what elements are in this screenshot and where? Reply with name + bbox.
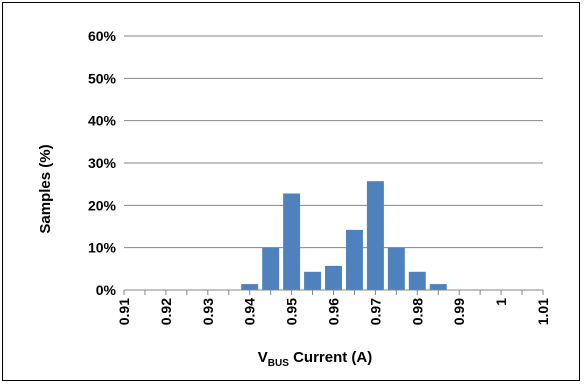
x-tick-label: 0.95	[284, 298, 300, 325]
histogram-bar	[325, 265, 342, 290]
y-tick-labels: 0% 10% 20% 30% 40% 50% 60%	[88, 28, 117, 298]
histogram-bar	[387, 247, 405, 290]
histogram-bar	[283, 193, 301, 290]
bars	[241, 181, 447, 290]
x-tick-label: 0.99	[451, 298, 467, 325]
histogram-bar	[345, 229, 363, 290]
x-tick-label: 0.91	[116, 298, 132, 325]
axes	[123, 289, 544, 295]
x-tick-label: 0.98	[409, 298, 425, 325]
gridlines	[124, 35, 543, 249]
histogram-bar	[429, 284, 447, 290]
histogram-bar	[241, 284, 259, 290]
y-tick-label: 10%	[88, 240, 117, 256]
x-tick-label: 0.94	[242, 298, 258, 325]
y-tick-label: 50%	[88, 70, 117, 86]
chart-frame	[2, 2, 580, 381]
histogram-bar	[304, 271, 322, 290]
histogram-bar	[366, 181, 384, 290]
x-tick-labels: 0.91 0.92 0.93 0.94 0.95 0.96 0.97 0.98 0.99 1 1.0…	[116, 298, 551, 325]
y-tick-label: 60%	[88, 28, 117, 44]
x-axis-title-rest: Current (A)	[289, 349, 372, 366]
x-axis-title-subscript: BUS	[268, 358, 289, 369]
x-tick-label: 0.96	[326, 298, 342, 325]
x-axis-title-main: V	[258, 349, 268, 366]
histogram-bar	[262, 247, 280, 290]
x-tick-label: 0.97	[367, 298, 383, 325]
x-tick-label: 0.93	[200, 298, 216, 325]
y-tick-label: 40%	[88, 113, 117, 129]
histogram-bar	[408, 271, 426, 290]
y-tick-label: 30%	[88, 155, 117, 171]
y-tick-label: 0%	[96, 282, 117, 298]
x-tick-label: 1	[493, 298, 509, 306]
y-axis-title: Samples (%)	[37, 144, 54, 233]
y-tick-label: 20%	[88, 197, 117, 213]
x-tick-label: 0.92	[158, 298, 174, 325]
x-tick-label: 1.01	[535, 298, 551, 325]
x-axis-title: VBUS Current (A)	[258, 349, 372, 369]
